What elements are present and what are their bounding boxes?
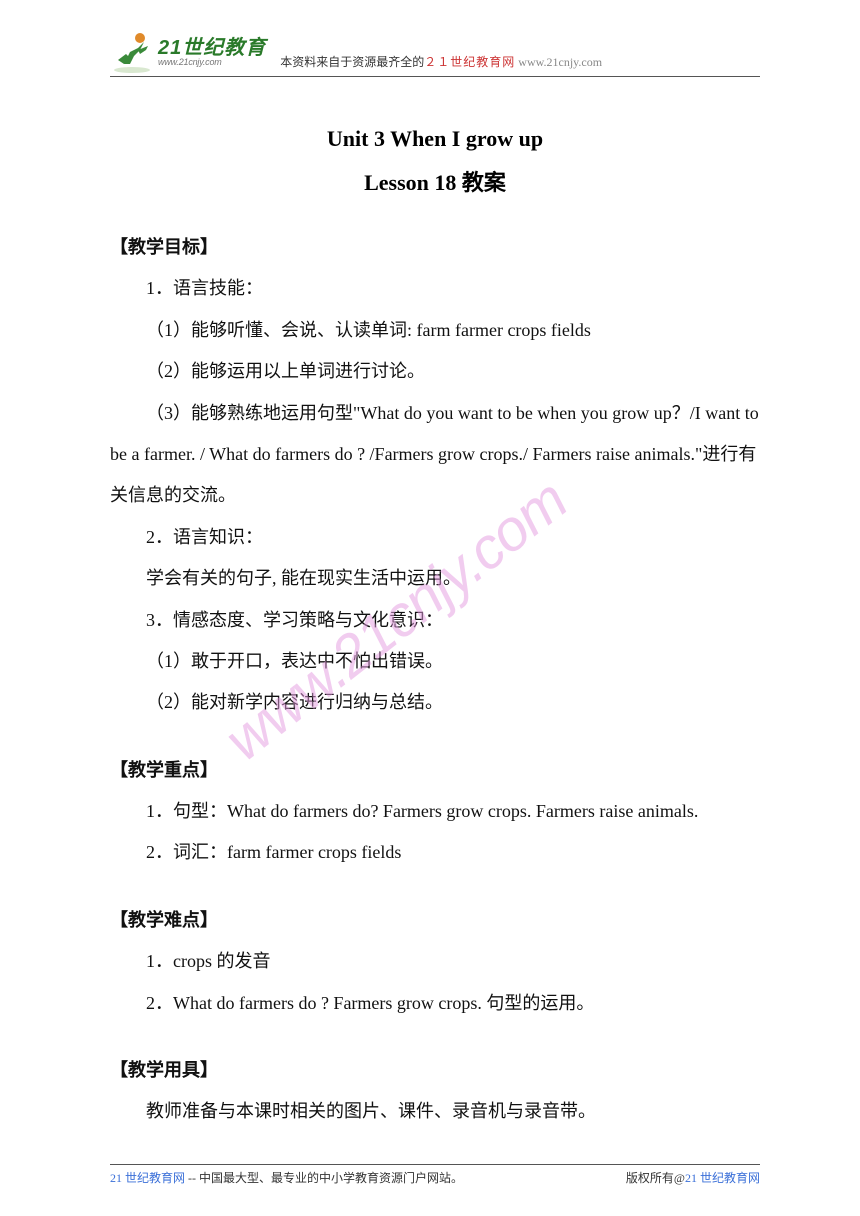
footer-left-rest: -- 中国最大型、最专业的中小学教育资源门户网站。 xyxy=(185,1171,463,1185)
para: 1．句型：What do farmers do? Farmers grow cr… xyxy=(110,791,760,832)
para: 1．crops 的发音 xyxy=(110,941,760,982)
logo-url-text: www.21cnjy.com xyxy=(158,58,266,67)
header-note-prefix: 本资料来自于资源最齐全的 xyxy=(280,55,424,69)
spacer xyxy=(110,874,760,888)
para: （1）敢于开口，表达中不怕出错误。 xyxy=(110,641,760,682)
logo-text: 21世纪教育 www.21cnjy.com xyxy=(158,38,266,67)
doc-title-1: Unit 3 When I grow up xyxy=(110,117,760,161)
para-text: 1．句型：What do farmers do? Farmers grow cr… xyxy=(146,801,698,821)
header-note: 本资料来自于资源最齐全的２１世纪教育网 www.21cnjy.com xyxy=(280,53,602,74)
para: 1．语言技能： xyxy=(110,268,760,309)
para: （3）能够熟练地运用句型"What do you want to be when… xyxy=(110,393,760,517)
footer-bar: 21 世纪教育网 -- 中国最大型、最专业的中小学教育资源门户网站。 版权所有@… xyxy=(110,1164,760,1186)
para: （1）能够听懂、会说、认读单词: farm farmer crops field… xyxy=(110,310,760,351)
header-note-brand: ２１世纪教育网 xyxy=(424,55,515,69)
para: 2．What do farmers do ? Farmers grow crop… xyxy=(110,983,760,1024)
doc-title-2: Lesson 18 教案 xyxy=(110,161,760,205)
footer-right-brand: 21 世纪教育网 xyxy=(685,1171,760,1185)
logo-block: 21世纪教育 www.21cnjy.com xyxy=(110,30,266,74)
section-head: 【教学难点】 xyxy=(110,900,760,941)
para: 2．词汇：farm farmer crops fields xyxy=(110,832,760,873)
header-note-link: www.21cnjy.com xyxy=(518,55,602,69)
para: 学会有关的句子, 能在现实生活中运用。 xyxy=(110,558,760,599)
footer-left: 21 世纪教育网 -- 中国最大型、最专业的中小学教育资源门户网站。 xyxy=(110,1169,463,1186)
footer-left-brand: 21 世纪教育网 xyxy=(110,1171,185,1185)
spacer xyxy=(110,724,760,738)
section-head: 【教学重点】 xyxy=(110,750,760,791)
footer-right: 版权所有@21 世纪教育网 xyxy=(626,1169,760,1186)
para: 3．情感态度、学习策略与文化意识： xyxy=(110,600,760,641)
logo-cn-text: 21世纪教育 xyxy=(158,38,266,58)
para: 教师准备与本课时相关的图片、课件、录音机与录音带。 xyxy=(110,1091,760,1132)
content-body: 【教学目标】 1．语言技能： （1）能够听懂、会说、认读单词: farm far… xyxy=(110,227,760,1133)
header-bar: 21世纪教育 www.21cnjy.com 本资料来自于资源最齐全的２１世纪教育… xyxy=(110,30,760,77)
logo-runner-icon xyxy=(110,30,154,74)
para-text: （3）能够熟练地运用句型"What do you want to be when… xyxy=(110,403,759,506)
page: 21世纪教育 www.21cnjy.com 本资料来自于资源最齐全的２１世纪教育… xyxy=(0,0,860,1216)
section-head: 【教学用具】 xyxy=(110,1050,760,1091)
para: 2．语言知识： xyxy=(110,517,760,558)
section-head: 【教学目标】 xyxy=(110,227,760,268)
spacer xyxy=(110,1024,760,1038)
para: （2）能够运用以上单词进行讨论。 xyxy=(110,351,760,392)
footer-right-prefix: 版权所有@ xyxy=(626,1171,685,1185)
para: （2）能对新学内容进行归纳与总结。 xyxy=(110,682,760,723)
